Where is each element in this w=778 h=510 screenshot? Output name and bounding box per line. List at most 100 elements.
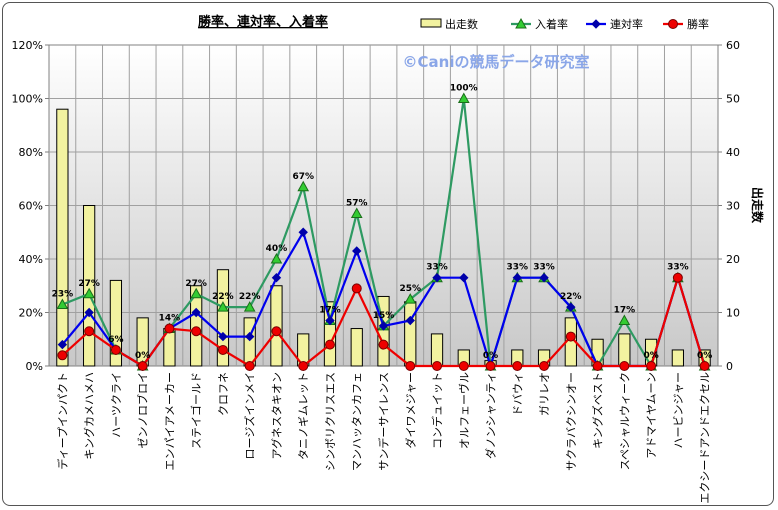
- data-label: 33%: [667, 263, 689, 273]
- legend: 出走数 入着率 連対率 勝率: [420, 17, 709, 31]
- x-tick-label: ステイゴールド: [189, 372, 203, 449]
- circle-marker: [298, 361, 309, 371]
- x-tick-label: サクラバクシンオー: [565, 372, 578, 471]
- x-tick-label: ハーツクライ: [110, 372, 123, 438]
- diamond-marker: [432, 273, 442, 283]
- circle-marker: [217, 344, 228, 355]
- x-tick-label: タニノギムレット: [297, 372, 310, 460]
- circle-marker: [164, 323, 175, 334]
- diamond-marker: [218, 331, 228, 342]
- data-label: 100%: [450, 84, 478, 94]
- triangle-marker: [243, 301, 256, 312]
- y2-tick-label: 60: [726, 39, 740, 52]
- triangle-marker: [190, 287, 203, 299]
- diamond-marker: [405, 315, 415, 326]
- x-tick-label: コンデュイット: [430, 372, 444, 449]
- gridlines: [49, 45, 718, 366]
- circle-marker: [512, 361, 523, 371]
- x-tick-label: キングズベスト: [591, 372, 605, 449]
- diamond-marker: [191, 307, 201, 318]
- triangle-marker: [350, 207, 363, 219]
- circle-marker: [191, 326, 202, 337]
- x-tick-label: ディープインパクト: [55, 372, 69, 470]
- circle-marker: [324, 339, 335, 350]
- y-tick-label: 80%: [19, 146, 43, 159]
- diamond-marker: [459, 273, 469, 283]
- axes: 0% 0 20% 10 40% 20 60% 30 80% 40 100% 50 120% 60 ディープイ…: [12, 39, 740, 504]
- bar: [350, 328, 363, 367]
- x-tick-label: エクシードアンドエクセル: [699, 372, 712, 504]
- x-tick-label: マンハッタンカフェ: [351, 372, 364, 471]
- legend-label: 出走数: [445, 17, 478, 31]
- triangle-marker: [515, 17, 527, 29]
- bar: [190, 285, 203, 367]
- bar: [270, 285, 283, 367]
- diamond-marker: [352, 246, 362, 256]
- data-label: 17%: [614, 306, 636, 316]
- circle-marker: [592, 361, 603, 371]
- y-tick-label: 100%: [12, 93, 43, 106]
- data-label: 33%: [533, 263, 555, 273]
- data-label: 27%: [78, 279, 100, 289]
- diamond-marker: [566, 302, 576, 312]
- diamond-marker: [539, 273, 549, 283]
- circle-marker: [271, 326, 282, 337]
- diamond-marker: [271, 273, 282, 283]
- circle-marker: [110, 344, 121, 355]
- diamond-marker: [84, 307, 94, 318]
- circle-marker: [485, 361, 496, 371]
- data-label: 25%: [399, 284, 421, 294]
- triangle-marker: [457, 92, 470, 103]
- y-tick-label: 60%: [19, 200, 43, 213]
- triangle-marker: [297, 180, 310, 192]
- x-tick-label: ドバウィ: [511, 372, 524, 416]
- data-label: 57%: [346, 199, 368, 209]
- x-tick-label: キングカメハメハ: [82, 372, 96, 460]
- data-label: 33%: [507, 263, 529, 273]
- y2-tick-label: 20: [726, 253, 740, 266]
- diamond-marker: [244, 331, 255, 342]
- data-label: 27%: [185, 279, 207, 289]
- diamond-marker: [378, 321, 389, 331]
- triangle-marker: [217, 301, 229, 312]
- data-label: 23%: [52, 289, 74, 299]
- legend-swatch: [420, 18, 442, 28]
- legend-label: 連対率: [610, 17, 643, 31]
- circle-marker: [458, 361, 469, 371]
- triangle-marker: [404, 293, 417, 304]
- data-label: 0%: [643, 351, 658, 361]
- data-label: 6%: [108, 335, 123, 345]
- circle-marker: [57, 350, 68, 361]
- x-tick-label: スペシャルウィーク: [618, 372, 631, 470]
- circle-marker: [668, 19, 678, 29]
- circle-marker: [351, 283, 362, 294]
- triangle-marker: [270, 252, 283, 264]
- circle-marker: [432, 361, 443, 371]
- circle-marker: [405, 361, 416, 371]
- circle-marker: [672, 272, 683, 283]
- bar: [83, 205, 96, 367]
- bar: [216, 269, 230, 367]
- legend-label: 勝率: [687, 17, 709, 31]
- bar: [671, 349, 684, 367]
- x-tick-label: ハービンジャー: [672, 372, 685, 448]
- circle-marker: [244, 361, 255, 371]
- data-label: 22%: [212, 292, 234, 302]
- x-tick-label: シンボリクリスエス: [324, 372, 337, 471]
- data-label: 22%: [560, 292, 582, 302]
- data-label: 0%: [483, 351, 498, 361]
- triangle-marker: [83, 287, 95, 299]
- circle-marker: [565, 331, 576, 342]
- diamond-marker: [298, 227, 308, 237]
- bar: [109, 279, 123, 367]
- y2-tick-label: 10: [726, 307, 740, 320]
- data-label: 40%: [266, 244, 288, 254]
- circle-marker: [84, 326, 95, 337]
- data-label: 0%: [697, 351, 712, 361]
- bar: [404, 301, 417, 367]
- x-tick-label: ゼンノロブロイ: [136, 372, 150, 448]
- triangle-marker: [618, 314, 631, 326]
- legend-label: 入着率: [535, 17, 568, 31]
- data-label: 33%: [426, 263, 448, 273]
- chart-title: 勝率、連対率、入着率: [198, 14, 328, 30]
